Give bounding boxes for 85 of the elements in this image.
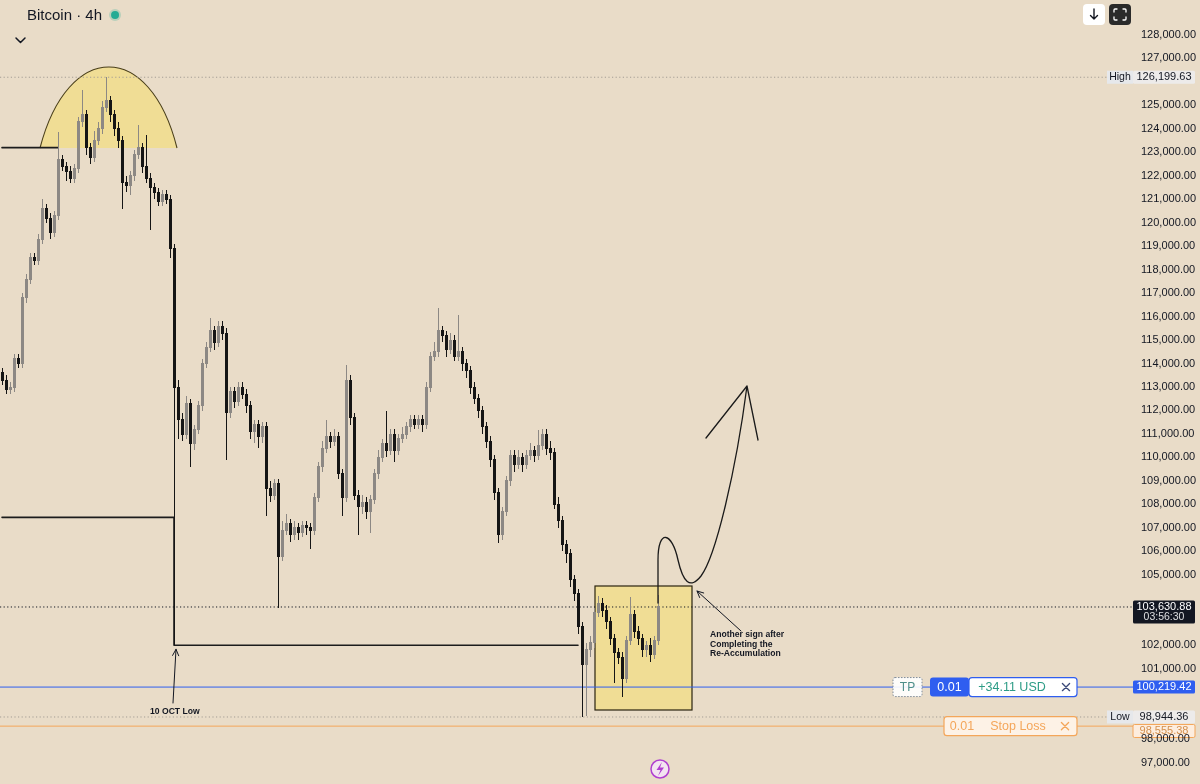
- candlestick: [437, 307, 440, 358]
- candlestick: [513, 449, 516, 473]
- y-tick-label: 112,000.00: [1141, 403, 1196, 416]
- annotation: 0.01: [949, 718, 975, 733]
- candlestick: [365, 496, 368, 520]
- candlestick: [521, 452, 524, 473]
- candlestick: [253, 419, 256, 444]
- y-tick-label: 125,000.00: [1141, 98, 1197, 111]
- candlestick: [333, 428, 336, 447]
- y-tick-label: 119,000.00: [1141, 239, 1196, 252]
- candlestick: [33, 252, 36, 266]
- candlestick: [385, 410, 388, 458]
- candlestick: [533, 445, 536, 463]
- chart-title: Bitcoin · 4h: [27, 6, 103, 23]
- candlestick: [545, 428, 548, 456]
- candlestick: [17, 353, 20, 369]
- y-tick-label: 118,000.00: [1141, 262, 1196, 275]
- candlestick: [277, 478, 280, 609]
- candlestick: [449, 332, 452, 355]
- candlestick: [645, 640, 648, 658]
- candlestick: [69, 165, 72, 184]
- y-tick-label: 106,000.00: [1141, 544, 1197, 557]
- annotation: Another sign after Completing the Re-Accumulation: [710, 629, 785, 659]
- candlestick: [421, 414, 424, 433]
- y-tick-label: 122,000.00: [1141, 168, 1197, 181]
- annotation: +34.11 USD: [978, 679, 1046, 694]
- ref-line-label: 103,630.88: [1136, 600, 1192, 613]
- y-tick-label: 108,000.00: [1141, 497, 1197, 510]
- y-tick-label: 97,000.00: [1141, 755, 1190, 768]
- y-tick-label: 107,000.00: [1141, 520, 1197, 533]
- candlestick: [13, 353, 16, 393]
- y-tick-label: 101,000.00: [1141, 661, 1197, 674]
- y-tick-label: 115,000.00: [1141, 333, 1196, 346]
- candlestick: [329, 431, 332, 449]
- y-tick-label: 102,000.00: [1141, 638, 1197, 651]
- y-tick-label: 114,000.00: [1141, 356, 1196, 369]
- annotation: Stop Loss: [990, 718, 1046, 733]
- candlestick: [289, 518, 292, 543]
- y-tick-label: 124,000.00: [1141, 121, 1197, 134]
- candlestick: [361, 494, 364, 515]
- candlestick: [621, 651, 624, 698]
- candlestick: [157, 187, 160, 207]
- y-tick-label: 128,000.00: [1141, 27, 1197, 40]
- candlestick: [393, 428, 396, 463]
- y-tick-label: 120,000.00: [1141, 215, 1197, 228]
- text: 03:56:30: [1143, 610, 1185, 623]
- y-tick-label: 121,000.00: [1141, 192, 1197, 205]
- candlestick: [301, 520, 304, 538]
- y-tick-label: 111,000.00: [1141, 426, 1195, 439]
- y-tick-label: 123,000.00: [1141, 145, 1197, 158]
- candlestick: [649, 637, 652, 663]
- candlestick: [445, 330, 448, 358]
- candlestick: [257, 419, 260, 449]
- y-tick-label: 105,000.00: [1141, 567, 1197, 580]
- candlestick: [517, 449, 520, 470]
- candlestick: [213, 325, 216, 351]
- y-tick-label: 117,000.00: [1141, 286, 1196, 299]
- candlestick: [233, 386, 236, 409]
- y-tick-label: 113,000.00: [1141, 379, 1196, 392]
- annotation: 0.01: [937, 679, 962, 694]
- annotation: TP: [899, 679, 916, 694]
- candlestick: [297, 522, 300, 541]
- candlestick: [189, 398, 192, 468]
- y-tick-label: 116,000.00: [1141, 309, 1196, 322]
- y-tick-label: 127,000.00: [1141, 51, 1197, 64]
- candlestick: [265, 421, 268, 517]
- candlestick: [229, 386, 232, 419]
- candlestick: [309, 522, 312, 550]
- candlestick: [273, 478, 276, 501]
- ref-line-label: 98,944.36: [1139, 710, 1189, 723]
- candlestick: [413, 414, 416, 430]
- candlestick: [217, 320, 220, 348]
- candlestick: [389, 428, 392, 456]
- candlestick: [457, 314, 460, 362]
- candlestick: [185, 395, 188, 440]
- candlestick: [453, 334, 456, 362]
- candlestick: [161, 189, 164, 207]
- candlestick: [417, 414, 420, 430]
- candlestick: [261, 421, 264, 444]
- y-tick-label: 110,000.00: [1141, 450, 1196, 463]
- candlestick: [293, 520, 296, 541]
- candlestick: [237, 381, 240, 407]
- candlestick: [537, 429, 540, 461]
- y-tick-label: 109,000.00: [1141, 473, 1197, 486]
- annotation: 10 OCT Low: [150, 706, 200, 716]
